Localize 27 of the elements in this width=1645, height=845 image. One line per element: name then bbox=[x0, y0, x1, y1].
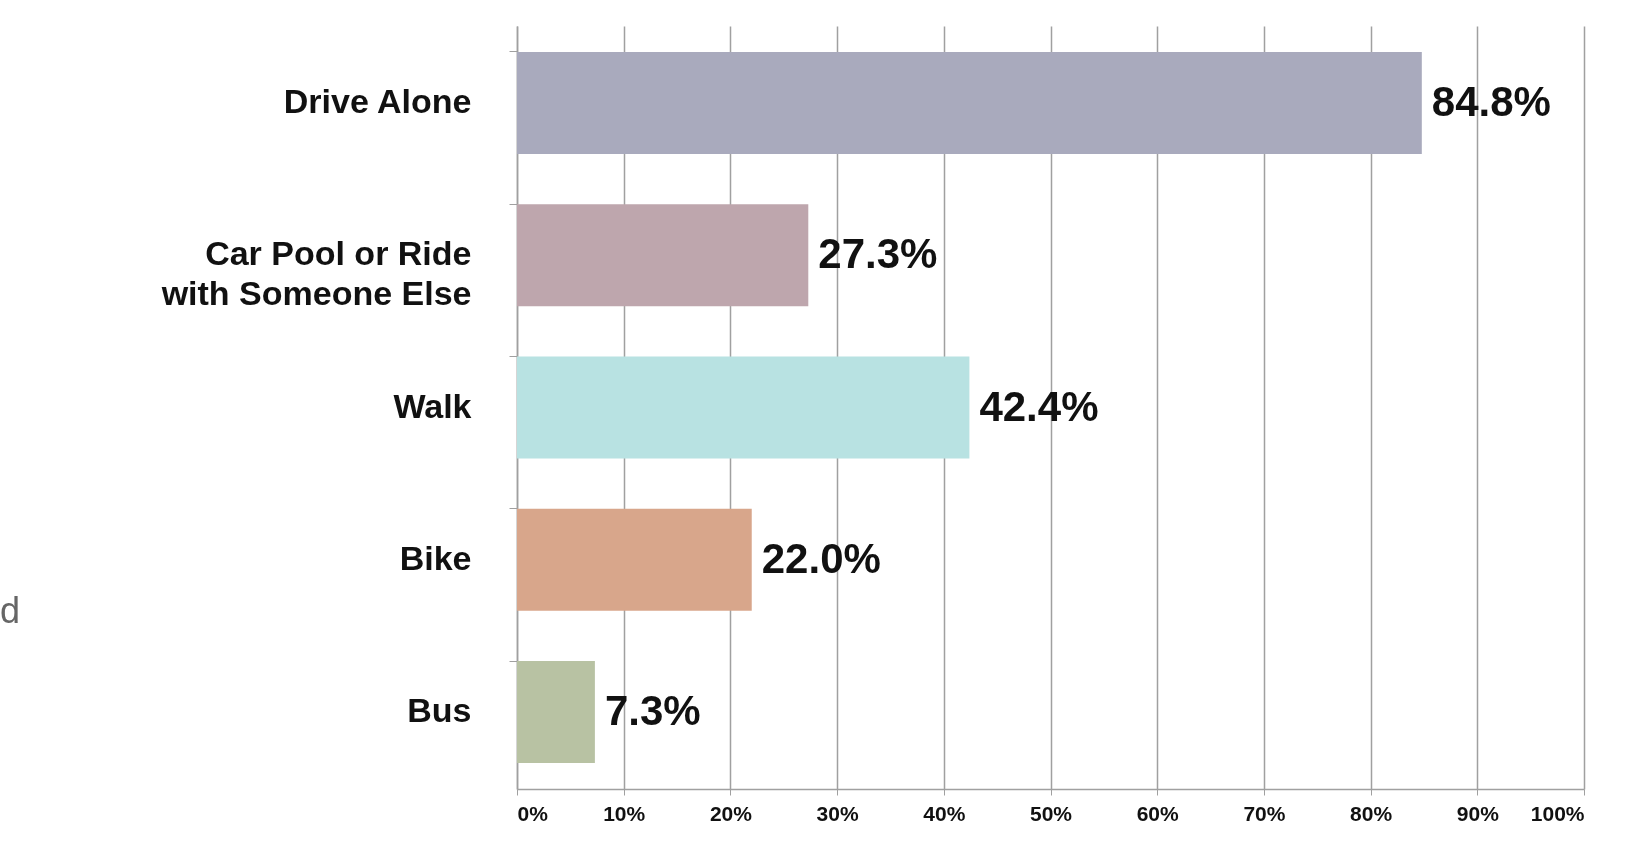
bar bbox=[517, 508, 752, 611]
text: d bbox=[0, 590, 21, 632]
data-label: 22.0% bbox=[761, 534, 881, 582]
x-tick-label: 60% bbox=[1136, 801, 1180, 825]
y-tick-label: Bike bbox=[399, 538, 472, 577]
bar bbox=[517, 356, 970, 459]
y-tick-label: Bus bbox=[407, 691, 472, 730]
bar bbox=[517, 204, 809, 307]
x-tick-label: 70% bbox=[1243, 801, 1286, 825]
x-tick-label: 0% bbox=[517, 801, 549, 825]
x-tick-label: 30% bbox=[816, 801, 859, 825]
x-tick-label: 100% bbox=[1530, 801, 1585, 825]
x-tick-label: 50% bbox=[1029, 801, 1073, 825]
data-label: 84.8% bbox=[1431, 77, 1551, 125]
x-tick-label: 40% bbox=[923, 801, 966, 825]
x-tick-label: 80% bbox=[1350, 801, 1393, 825]
data-label: 42.4% bbox=[979, 382, 1099, 430]
x-tick-label: 20% bbox=[709, 801, 753, 825]
y-tick-label: Walk bbox=[393, 386, 472, 425]
x-tick-label: 90% bbox=[1456, 801, 1500, 825]
y-tick-label: Car Pool or Ride with Someone Else bbox=[160, 234, 472, 313]
bar bbox=[517, 51, 1422, 154]
x-tick-label: 10% bbox=[603, 801, 646, 825]
data-label: 7.3% bbox=[604, 687, 701, 735]
y-tick-label: Drive Alone bbox=[283, 81, 472, 120]
bar bbox=[517, 661, 595, 764]
data-label: 27.3% bbox=[818, 230, 938, 278]
